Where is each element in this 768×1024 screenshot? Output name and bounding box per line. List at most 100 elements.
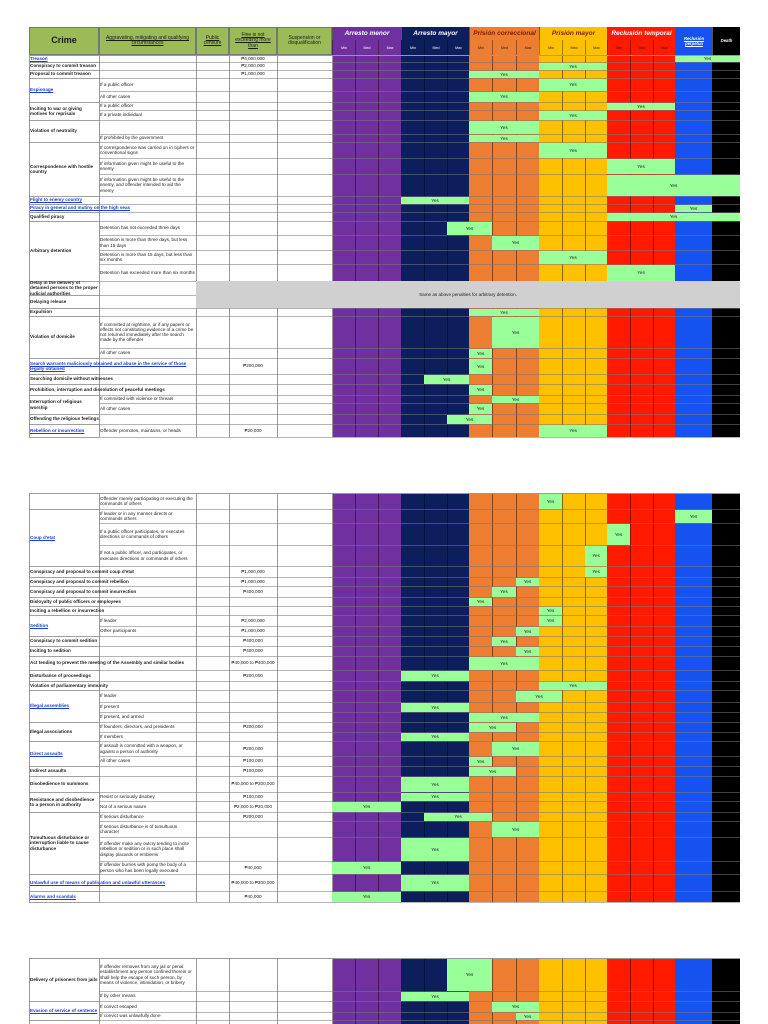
page-top-rule [29, 55, 740, 56]
penalty-yes: Yes [492, 316, 539, 348]
row-rule [99, 656, 740, 657]
crime-rule [29, 812, 99, 813]
row-rule [99, 235, 740, 236]
circumstance: If leader [100, 617, 117, 623]
crime-rule [29, 597, 99, 598]
crime-rule [29, 766, 99, 767]
fine: ₱100,000 [243, 758, 263, 764]
sub-divider [492, 493, 493, 902]
penalty-yes: Yes [401, 991, 469, 1001]
penalty-yes: Yes [492, 235, 539, 250]
circumstance: Other participants [100, 628, 137, 634]
penalty-yes: Yes [401, 837, 469, 861]
row-rule [99, 1012, 740, 1013]
crime-rule [29, 656, 99, 657]
row-rule [99, 212, 740, 213]
circumstance: Not of a serious nature [100, 803, 147, 809]
circumstance: If offender removes from any jail or pen… [100, 964, 192, 985]
circumstance: If committed at nighttime, or if any pap… [100, 321, 194, 343]
crime-name: Offending the religious feelings [30, 416, 99, 422]
penalty-yes: Yes [469, 384, 492, 395]
penalty-yes: Yes [447, 221, 492, 235]
grade-header: Arresto mayor [401, 27, 469, 40]
fine: ₱400,000 [243, 638, 263, 644]
penalty-yes: Yes [492, 636, 516, 646]
penalty-yes: Yes [539, 110, 607, 120]
fine: ₱1,000,000 [241, 578, 265, 584]
penalty-yes: Yes [469, 712, 539, 722]
penalty-yes: Yes [539, 62, 607, 70]
row-rule [99, 204, 740, 205]
crime-name: Conspiracy to commit sedition [30, 638, 98, 644]
crime-name: Evasion of service of sentence [30, 1007, 98, 1013]
circumstance: Detention is more than three days, but l… [100, 237, 188, 248]
circumstance: Detention is more than 15 days, but less… [100, 251, 193, 262]
crime-rule [29, 142, 99, 143]
penalty-yes: Yes [332, 801, 401, 812]
crime-name: Violation of domicile [30, 334, 75, 340]
penalty-yes: Yes [607, 264, 675, 281]
page-top-rule [29, 493, 740, 494]
circumstance: If assault is committed with a weapon, o… [100, 743, 183, 754]
crime-rule [29, 204, 99, 205]
circumstance: If offender make any outcry tending to i… [100, 841, 190, 857]
crime-name: Qualified piracy [30, 213, 65, 219]
page-top-rule [29, 958, 740, 959]
penalty-yes: Yes [539, 606, 562, 615]
penalty-yes: Yes [424, 812, 492, 821]
row-rule [99, 384, 740, 385]
row-rule [99, 374, 740, 375]
penalty-yes: Yes [469, 308, 539, 316]
row-rule [99, 577, 740, 578]
circumstance: If leader [100, 693, 117, 699]
left-panel [29, 55, 332, 437]
crime-name: Indirect assaults [30, 768, 67, 774]
crime-rule [29, 577, 99, 578]
fine: ₱40,000 to ₱200,000 [231, 879, 275, 885]
circumstance: If not a public officer, and participate… [100, 550, 188, 561]
grade-column [607, 55, 675, 437]
crime-rule [29, 615, 99, 616]
crime-rule [29, 424, 99, 425]
grade-header: Arresto menor [332, 27, 401, 40]
column-divider [332, 55, 333, 437]
row-rule [99, 110, 740, 111]
circumstance: Detention has not exceeded three days [100, 225, 180, 231]
left-panel [29, 493, 332, 902]
grade-sub-header: Min [401, 40, 424, 55]
penalty-yes: Yes [492, 586, 516, 597]
row-rule [99, 414, 740, 415]
crime-name: Alarms and scandals [30, 893, 76, 899]
row-rule [99, 1001, 740, 1002]
penalty-yes: Yes [492, 741, 539, 756]
penalty-yes: Yes [539, 493, 562, 509]
fine: ₱40,000 [244, 893, 262, 899]
row-rule [99, 70, 740, 71]
row-rule [99, 566, 740, 567]
fine: ₱100,000 [243, 768, 263, 774]
crime-name: Searching domicile without witnesses [30, 376, 113, 382]
penalty-yes: Yes [469, 358, 492, 374]
crime-name: Inciting a rebellion or insurrection [30, 607, 105, 613]
row-rule [99, 712, 740, 713]
penalty-yes: Yes [401, 732, 469, 741]
circumstance: Offender promotes, maintains, or heads [100, 427, 181, 433]
sub-divider [585, 493, 586, 902]
header-fine: Fine is not exceeding more than [229, 27, 277, 55]
row-rule [99, 812, 740, 813]
fine: ₱20,000 [244, 427, 262, 433]
penalty-yes: Yes [332, 891, 401, 902]
row-rule [99, 142, 740, 143]
penalty-yes: Yes [516, 646, 539, 656]
penalty-yes: Yes [539, 250, 607, 264]
header-censure: Public censure [196, 27, 229, 55]
crime-name: Proposal to commit treason [30, 71, 91, 77]
fine: ₱2,000,000 [241, 617, 265, 623]
penalty-yes: Yes [675, 204, 712, 212]
row-rule [99, 102, 740, 103]
crime-name: Resistance and disobedience to a person … [30, 796, 95, 807]
grade-sub-header: Med [562, 40, 585, 55]
penalty-yes: Yes [492, 1001, 539, 1012]
sub-divider [378, 493, 379, 902]
penalty-yes: Yes [607, 212, 740, 221]
